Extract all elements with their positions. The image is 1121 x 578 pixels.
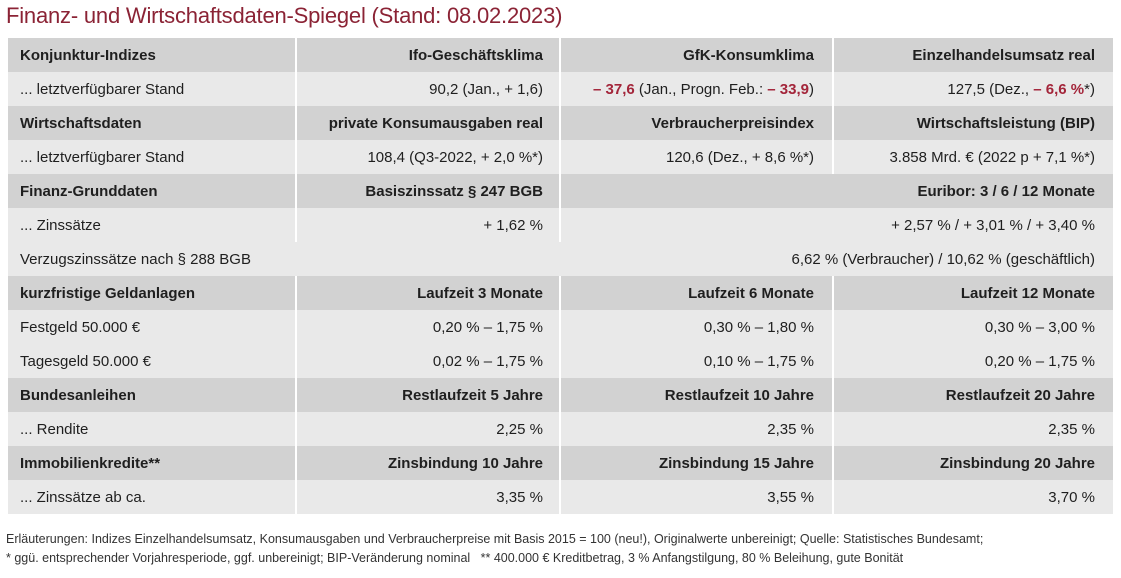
cell-text: ): [809, 80, 814, 98]
row-label: Finanz-Grunddaten: [8, 174, 297, 208]
table-header-row: Wirtschaftsdaten private Konsumausgaben …: [8, 106, 1113, 140]
table-row: ... letztverfügbarer Stand 90,2 (Jan., +…: [8, 72, 1113, 106]
cell-text: *): [1084, 80, 1095, 98]
row-label: Verzugszinssätze nach § 288 BGB: [20, 250, 251, 268]
row-label: kurzfristige Geldanlagen: [8, 276, 297, 310]
column-header: Basiszinssatz § 247 BGB: [297, 174, 561, 208]
table-cell: 2,25 %: [297, 412, 561, 446]
column-header: Ifo-Geschäftsklima: [297, 38, 561, 72]
table-cell: 120,6 (Dez., + 8,6 %*): [561, 140, 834, 174]
column-header: GfK-Konsumklima: [561, 38, 834, 72]
column-header: Laufzeit 3 Monate: [297, 276, 561, 310]
table-row: Tagesgeld 50.000 € 0,02 % – 1,75 % 0,10 …: [8, 344, 1113, 378]
row-label: ... Rendite: [8, 412, 297, 446]
row-label: ... letztverfügbarer Stand: [8, 72, 297, 106]
cell-text: 127,5 (Dez.,: [947, 80, 1034, 98]
table-cell: 0,30 % – 1,80 %: [561, 310, 834, 344]
table-cell: 90,2 (Jan., + 1,6): [297, 72, 561, 106]
table-cell: + 1,62 %: [297, 208, 561, 242]
table-header-row: Finanz-Grunddaten Basiszinssatz § 247 BG…: [8, 174, 1113, 208]
negative-value: – 33,9: [767, 80, 809, 98]
column-header: private Konsumausgaben real: [297, 106, 561, 140]
row-label: Wirtschaftsdaten: [8, 106, 297, 140]
column-header: Laufzeit 12 Monate: [960, 284, 1095, 302]
column-header: Verbraucherpreisindex: [561, 106, 834, 140]
table-cell: 127,5 (Dez., – 6,6 % *): [834, 72, 1113, 106]
table-row: Verzugszinssätze nach § 288 BGB 6,62 % (…: [8, 242, 1113, 276]
table-cell: 2,35 %: [561, 412, 834, 446]
row-label: ... Zinssätze: [8, 208, 297, 242]
column-header: Einzelhandelsumsatz real: [912, 46, 1095, 64]
table-cell: 3,35 %: [297, 480, 561, 514]
table-cell: 6,62 % (Verbraucher) / 10,62 % (geschäft…: [791, 250, 1096, 268]
table-cell: 3,70 %: [1048, 488, 1095, 506]
table-header-row: Immobilienkredite** Zinsbindung 10 Jahre…: [8, 446, 1113, 480]
table-cell: 3,55 %: [561, 480, 834, 514]
row-label: ... letztverfügbarer Stand: [8, 140, 297, 174]
table-cell: 0,20 % – 1,75 %: [297, 310, 561, 344]
negative-value: – 6,6 %: [1033, 80, 1085, 98]
column-header: Restlaufzeit 5 Jahre: [297, 378, 561, 412]
footnote-line: * ggü. entsprechender Vorjahresperiode, …: [6, 551, 904, 565]
column-header: Euribor: 3 / 6 / 12 Monate: [917, 182, 1095, 200]
table-cell: 0,20 % – 1,75 %: [984, 352, 1095, 370]
column-header: Zinsbindung 15 Jahre: [561, 446, 834, 480]
table-header-row: Konjunktur-Indizes Ifo-Geschäftsklima Gf…: [8, 38, 1113, 72]
table-row: ... Zinssätze ab ca. 3,35 % 3,55 % 3,70 …: [8, 480, 1113, 514]
column-header: Zinsbindung 20 Jahre: [939, 454, 1095, 472]
footnotes: Erläuterungen: Indizes Einzelhandelsumsa…: [6, 530, 983, 568]
table-cell: 3.858 Mrd. € (2022 p + 7,1 %*): [889, 148, 1095, 166]
table-cell: 2,35 %: [1048, 420, 1095, 438]
table-row: ... Zinssätze + 1,62 % + 2,57 % / + 3,01…: [8, 208, 1113, 242]
row-label: Bundesanleihen: [8, 378, 297, 412]
cell-text: (Jan., Progn. Feb.:: [634, 80, 768, 98]
row-label: ... Zinssätze ab ca.: [8, 480, 297, 514]
column-header: Wirtschaftsleistung (BIP): [916, 114, 1095, 132]
table-header-row: kurzfristige Geldanlagen Laufzeit 3 Mona…: [8, 276, 1113, 310]
table-cell: 0,30 % – 3,00 %: [984, 318, 1095, 336]
column-header: Restlaufzeit 10 Jahre: [561, 378, 834, 412]
negative-value: – 37,6: [593, 80, 635, 98]
page-title: Finanz- und Wirtschaftsdaten-Spiegel (St…: [6, 3, 563, 28]
row-label: Tagesgeld 50.000 €: [8, 344, 297, 378]
table-cell: 0,10 % – 1,75 %: [561, 344, 834, 378]
row-label: Immobilienkredite**: [8, 446, 297, 480]
column-header: Laufzeit 6 Monate: [561, 276, 834, 310]
table-row: ... Rendite 2,25 % 2,35 % 2,35 %: [8, 412, 1113, 446]
table-cell: + 2,57 % / + 3,01 % / + 3,40 %: [891, 216, 1095, 234]
row-label: Festgeld 50.000 €: [8, 310, 297, 344]
column-header: Restlaufzeit 20 Jahre: [945, 386, 1095, 404]
table-cell: 108,4 (Q3-2022, + 2,0 %*): [297, 140, 561, 174]
financial-data-table: Konjunktur-Indizes Ifo-Geschäftsklima Gf…: [8, 38, 1113, 514]
footnote-line: Erläuterungen: Indizes Einzelhandelsumsa…: [6, 532, 984, 546]
table-cell: – 37,6 (Jan., Progn. Feb.: – 33,9): [561, 72, 834, 106]
table-row: ... letztverfügbarer Stand 108,4 (Q3-202…: [8, 140, 1113, 174]
table-cell: 0,02 % – 1,75 %: [297, 344, 561, 378]
table-row: Festgeld 50.000 € 0,20 % – 1,75 % 0,30 %…: [8, 310, 1113, 344]
column-header: Zinsbindung 10 Jahre: [297, 446, 561, 480]
row-label: Konjunktur-Indizes: [8, 38, 297, 72]
table-header-row: Bundesanleihen Restlaufzeit 5 Jahre Rest…: [8, 378, 1113, 412]
